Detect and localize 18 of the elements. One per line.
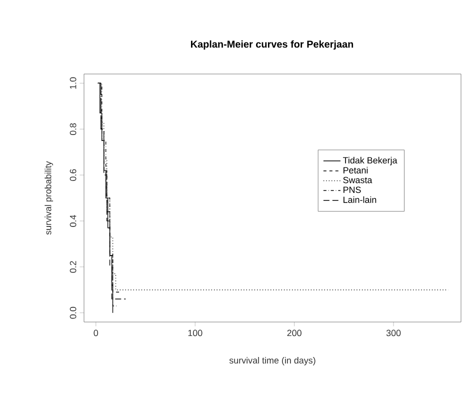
- x-tick-label: 100: [188, 330, 202, 336]
- x-tick-label: 200: [287, 330, 302, 336]
- legend-label: Lain-lain: [344, 196, 376, 203]
- legend-label: Swasta: [343, 176, 372, 184]
- y-tick-label: 1.0: [70, 77, 76, 89]
- y-tick-label: 0.0: [70, 306, 76, 319]
- y-tick-label: 0.8: [70, 123, 76, 135]
- chart-title: Kaplan-Meier curves for Pekerjaan: [191, 40, 354, 50]
- legend-label: PNS: [344, 186, 361, 193]
- y-axis-title: survival probability: [44, 161, 54, 235]
- x-axis-title: survival time (in days): [229, 356, 316, 366]
- legend-label: Tidak Bekerja: [343, 156, 398, 166]
- x-tick-label: 0: [94, 330, 98, 336]
- x-tick-label: 300: [386, 330, 401, 336]
- y-tick-label: 0.2: [70, 261, 76, 273]
- y-tick-label: 0.4: [70, 214, 76, 227]
- y-tick-label: 0.6: [70, 169, 76, 181]
- legend-label: Petani: [344, 166, 368, 174]
